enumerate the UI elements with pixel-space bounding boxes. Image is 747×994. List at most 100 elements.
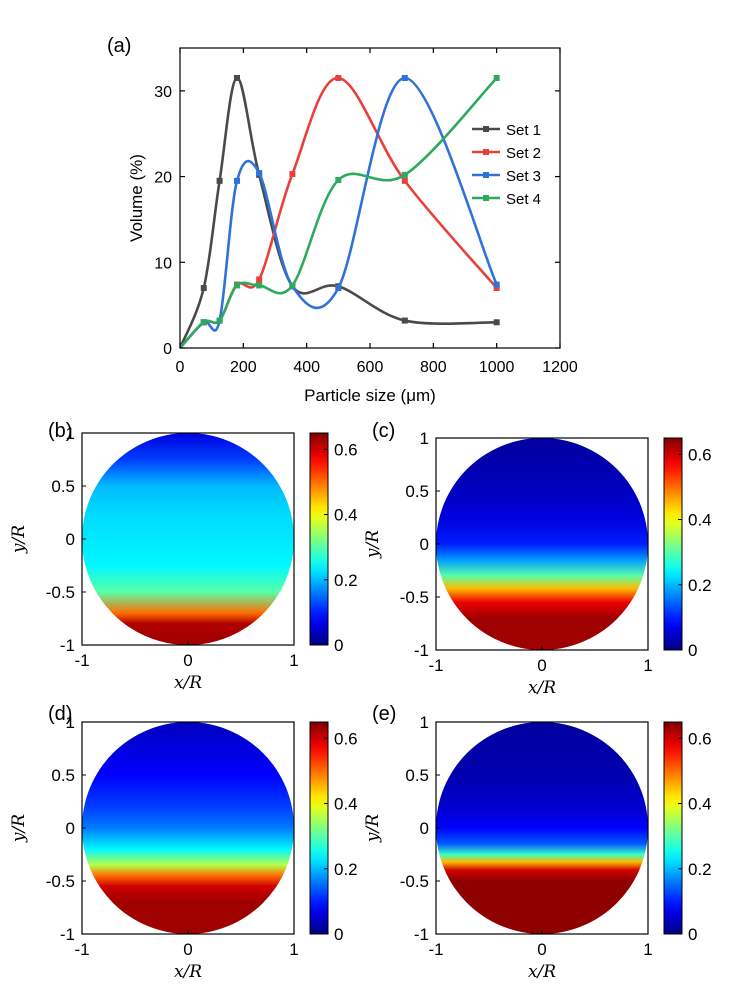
data-point xyxy=(401,171,408,178)
x-tick-label: 200 xyxy=(230,359,257,376)
field-circle xyxy=(82,433,294,645)
data-point xyxy=(200,285,207,291)
x-axis-label: x/R xyxy=(528,962,556,982)
colorbar xyxy=(309,432,329,646)
y-tick-label: 20 xyxy=(154,170,172,187)
x-tick-label: 0 xyxy=(176,359,185,376)
colorbar-tick-label: 0.6 xyxy=(334,440,358,459)
data-point xyxy=(493,319,500,326)
panel-b: -1 0 1 -1 -0.5 0 0.5 1 x/R y/R (b) 0 0.2 0.4 0.6 xyxy=(9,420,358,693)
x-tick-label: 0 xyxy=(537,940,546,959)
y-tick-label: 0.5 xyxy=(51,477,75,496)
data-point xyxy=(289,171,296,177)
data-point xyxy=(401,317,408,324)
colorbar-tick-label: 0 xyxy=(334,925,343,944)
legend-label: Set 3 xyxy=(506,168,541,185)
colorbar-tick-label: 0.2 xyxy=(334,571,358,590)
data-point xyxy=(493,75,500,81)
series-group xyxy=(180,75,500,348)
field-circle xyxy=(82,722,294,934)
x-axis-label-a: Particle size (μm) xyxy=(304,386,436,405)
colorbar-tick-label: 0 xyxy=(688,641,697,660)
colorbar xyxy=(663,721,683,935)
series-line-set-1 xyxy=(180,76,497,348)
y-tick-label: -0.5 xyxy=(46,583,75,602)
y-tick-label: -1 xyxy=(414,925,429,944)
x-tick-label: 1 xyxy=(289,651,298,670)
data-point xyxy=(401,75,408,81)
x-tick-label: 0 xyxy=(537,656,546,675)
y-tick-label: -1 xyxy=(60,636,75,655)
x-axis-label: x/R xyxy=(528,678,556,698)
legend: Set 1 Set 2 Set 3 Set 4 xyxy=(472,122,541,208)
data-point xyxy=(335,177,342,183)
data-point xyxy=(234,177,240,184)
colorbar-tick-label: 0.4 xyxy=(688,511,712,530)
legend-label: Set 1 xyxy=(506,122,541,139)
field-circle xyxy=(436,722,648,934)
y-tick-label: 0 xyxy=(163,341,172,358)
y-tick-label: -0.5 xyxy=(46,872,75,891)
panel-label: (e) xyxy=(372,703,396,725)
x-tick-label: 400 xyxy=(293,359,320,376)
legend-marker xyxy=(483,172,489,178)
y-tick-label: 0.5 xyxy=(51,766,75,785)
colorbar-tick-label: 0.2 xyxy=(688,860,712,879)
panel-label-a: (a) xyxy=(107,35,131,57)
panel-label: (b) xyxy=(48,420,72,442)
legend-label: Set 2 xyxy=(506,145,541,162)
panel-c: -1 0 1 -1 -0.5 0 0.5 1 x/R y/R (c) 0 0.2 0.4 0.6 xyxy=(363,420,712,698)
data-point xyxy=(256,170,263,177)
colorbar xyxy=(663,437,683,651)
colorbar xyxy=(309,721,329,935)
y-tick-label: 0.5 xyxy=(405,766,429,785)
panel-label: (c) xyxy=(372,420,395,442)
data-point xyxy=(216,317,223,324)
data-point xyxy=(216,177,223,184)
colorbar-tick-label: 0.6 xyxy=(688,445,712,464)
x-axis-label: x/R xyxy=(174,962,202,982)
data-point xyxy=(401,177,408,184)
y-tick-label: 1 xyxy=(66,424,75,443)
y-axis-label: y/R xyxy=(9,814,29,843)
field-circle xyxy=(436,438,648,650)
x-tick-label: 1000 xyxy=(479,359,515,376)
y-axis-label: y/R xyxy=(363,814,383,843)
x-tick-label: -1 xyxy=(74,651,89,670)
data-point xyxy=(256,276,263,283)
data-point xyxy=(335,285,342,291)
data-point xyxy=(493,281,500,288)
y-axis-label: y/R xyxy=(363,530,383,559)
panel-e: -1 0 1 -1 -0.5 0 0.5 1 x/R y/R (e) 0 0.2 0.4 0.6 xyxy=(363,703,712,982)
x-tick-label: 1 xyxy=(643,656,652,675)
y-tick-label: 0 xyxy=(66,819,75,838)
y-tick-label: 10 xyxy=(154,255,172,272)
y-tick-label: 0 xyxy=(420,535,429,554)
data-point xyxy=(335,75,342,81)
legend-marker xyxy=(483,126,489,132)
legend-label: Set 4 xyxy=(506,191,541,208)
colorbar-tick-label: 0.4 xyxy=(334,795,358,814)
y-tick-label: 0 xyxy=(66,530,75,549)
y-tick-label: -0.5 xyxy=(400,588,429,607)
y-tick-label: 1 xyxy=(420,429,429,448)
data-point xyxy=(234,75,240,81)
colorbar-tick-label: 0 xyxy=(334,636,343,655)
x-tick-label: 1 xyxy=(289,940,298,959)
legend-marker xyxy=(483,149,489,155)
colorbar-tick-label: 0 xyxy=(688,925,697,944)
data-point xyxy=(493,285,500,291)
x-tick-label: 600 xyxy=(357,359,384,376)
y-tick-label: 30 xyxy=(154,84,172,101)
x-tick-label: 1200 xyxy=(542,359,578,376)
x-tick-label: -1 xyxy=(428,656,443,675)
y-axis-label-a: Volume (%) xyxy=(127,154,146,242)
colorbar-tick-label: 0.2 xyxy=(688,576,712,595)
x-tick-label: -1 xyxy=(74,940,89,959)
data-point xyxy=(234,282,240,289)
y-axis-label: y/R xyxy=(9,525,29,554)
data-point xyxy=(200,319,207,326)
y-tick-label: 1 xyxy=(420,713,429,732)
colorbar-tick-label: 0.4 xyxy=(334,506,358,525)
